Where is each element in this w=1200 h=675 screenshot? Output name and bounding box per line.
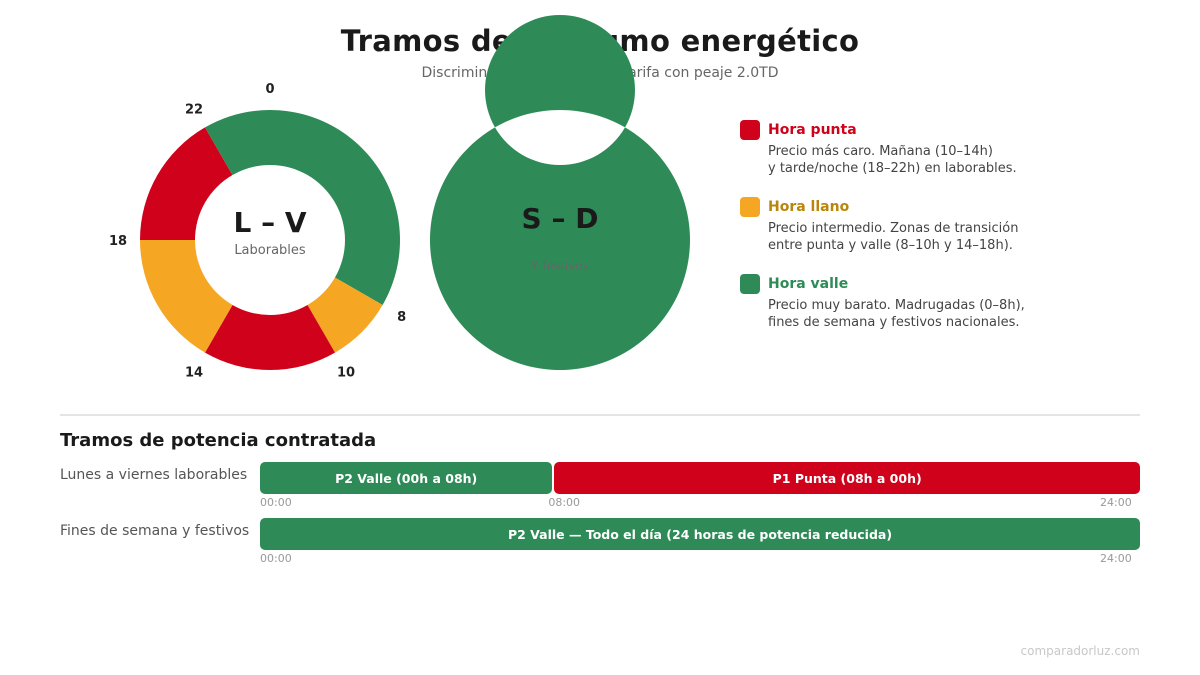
donut-center-highlight: 24h Valle <box>524 240 597 256</box>
legend-title-punta: Hora punta <box>768 122 857 138</box>
donut-center-subtitle: Y festivos <box>530 259 589 273</box>
legend-item-llano: Hora llano Precio intermedio. Zonas de t… <box>740 197 1160 254</box>
hour-tick-label: 8 <box>397 310 406 325</box>
hour-tick-label: 22 <box>185 102 203 117</box>
donut-weekdays: 0 8 10 14 18 22 L – V Laborables <box>109 82 406 381</box>
power-bar-valle: P2 Valle (00h a 08h) <box>260 462 553 494</box>
legend-item-punta: Hora punta Precio más caro. Mañana (10–1… <box>740 120 1160 177</box>
llano-swatch-icon <box>740 197 760 217</box>
power-bar-punta: P1 Punta (08h a 00h) <box>554 462 1140 494</box>
legend-title-llano: Hora llano <box>768 199 850 215</box>
legend: Hora punta Precio más caro. Mañana (10–1… <box>740 120 1160 351</box>
donut-center-title: S – D <box>522 202 599 235</box>
donut-center-title: L – V <box>233 206 306 239</box>
hour-tick-label: 0 <box>265 82 274 97</box>
donut-segment-llano <box>140 240 233 353</box>
hour-tick-label: 18 <box>109 234 127 249</box>
donut-segment-valle <box>429 15 690 371</box>
donut-segment-valle <box>205 110 270 176</box>
power-section-title: Tramos de potencia contratada <box>60 430 377 451</box>
legend-desc-punta: Precio más caro. Mañana (10–14h) y tarde… <box>768 144 1017 176</box>
donut-weekend: S – D 24h Valle Y festivos <box>429 15 690 371</box>
legend-desc-llano: Precio intermedio. Zonas de transición e… <box>768 221 1019 253</box>
punta-swatch-icon <box>740 120 760 140</box>
power-row-label-weekdays: Lunes a viernes laborables <box>60 467 248 483</box>
hour-tick-label: 14 <box>185 366 203 381</box>
donut-segment-punta <box>205 304 335 370</box>
power-row-label-weekend: Fines de semana y festivos <box>60 523 250 539</box>
power-time-tick: 24:00 <box>1100 496 1132 509</box>
donut-segment-valle <box>270 110 400 305</box>
footer-brand: comparadorluz.com <box>1020 644 1140 658</box>
legend-desc-valle: Precio muy barato. Madrugadas (0–8h), fi… <box>768 298 1025 330</box>
power-bar-valle: P2 Valle — Todo el día (24 horas de pote… <box>260 518 1140 550</box>
donut-segment-punta <box>140 127 233 240</box>
power-time-tick: 00:00 <box>260 496 292 509</box>
valle-swatch-icon <box>740 274 760 294</box>
donut-charts: 0 8 10 14 18 22 L – V Laborables S – D 24h Valle… <box>109 15 690 381</box>
legend-item-valle: Hora valle Precio muy barato. Madrugadas… <box>740 274 1160 331</box>
donut-center-subtitle: Laborables <box>234 243 306 258</box>
donut-segment-llano <box>307 277 383 353</box>
power-time-tick: 24:00 <box>1100 552 1132 565</box>
power-time-tick: 08:00 <box>548 496 581 509</box>
power-time-tick: 00:00 <box>260 552 292 565</box>
section-divider <box>60 414 1140 416</box>
legend-title-valle: Hora valle <box>768 276 849 292</box>
hour-tick-label: 10 <box>337 366 355 381</box>
